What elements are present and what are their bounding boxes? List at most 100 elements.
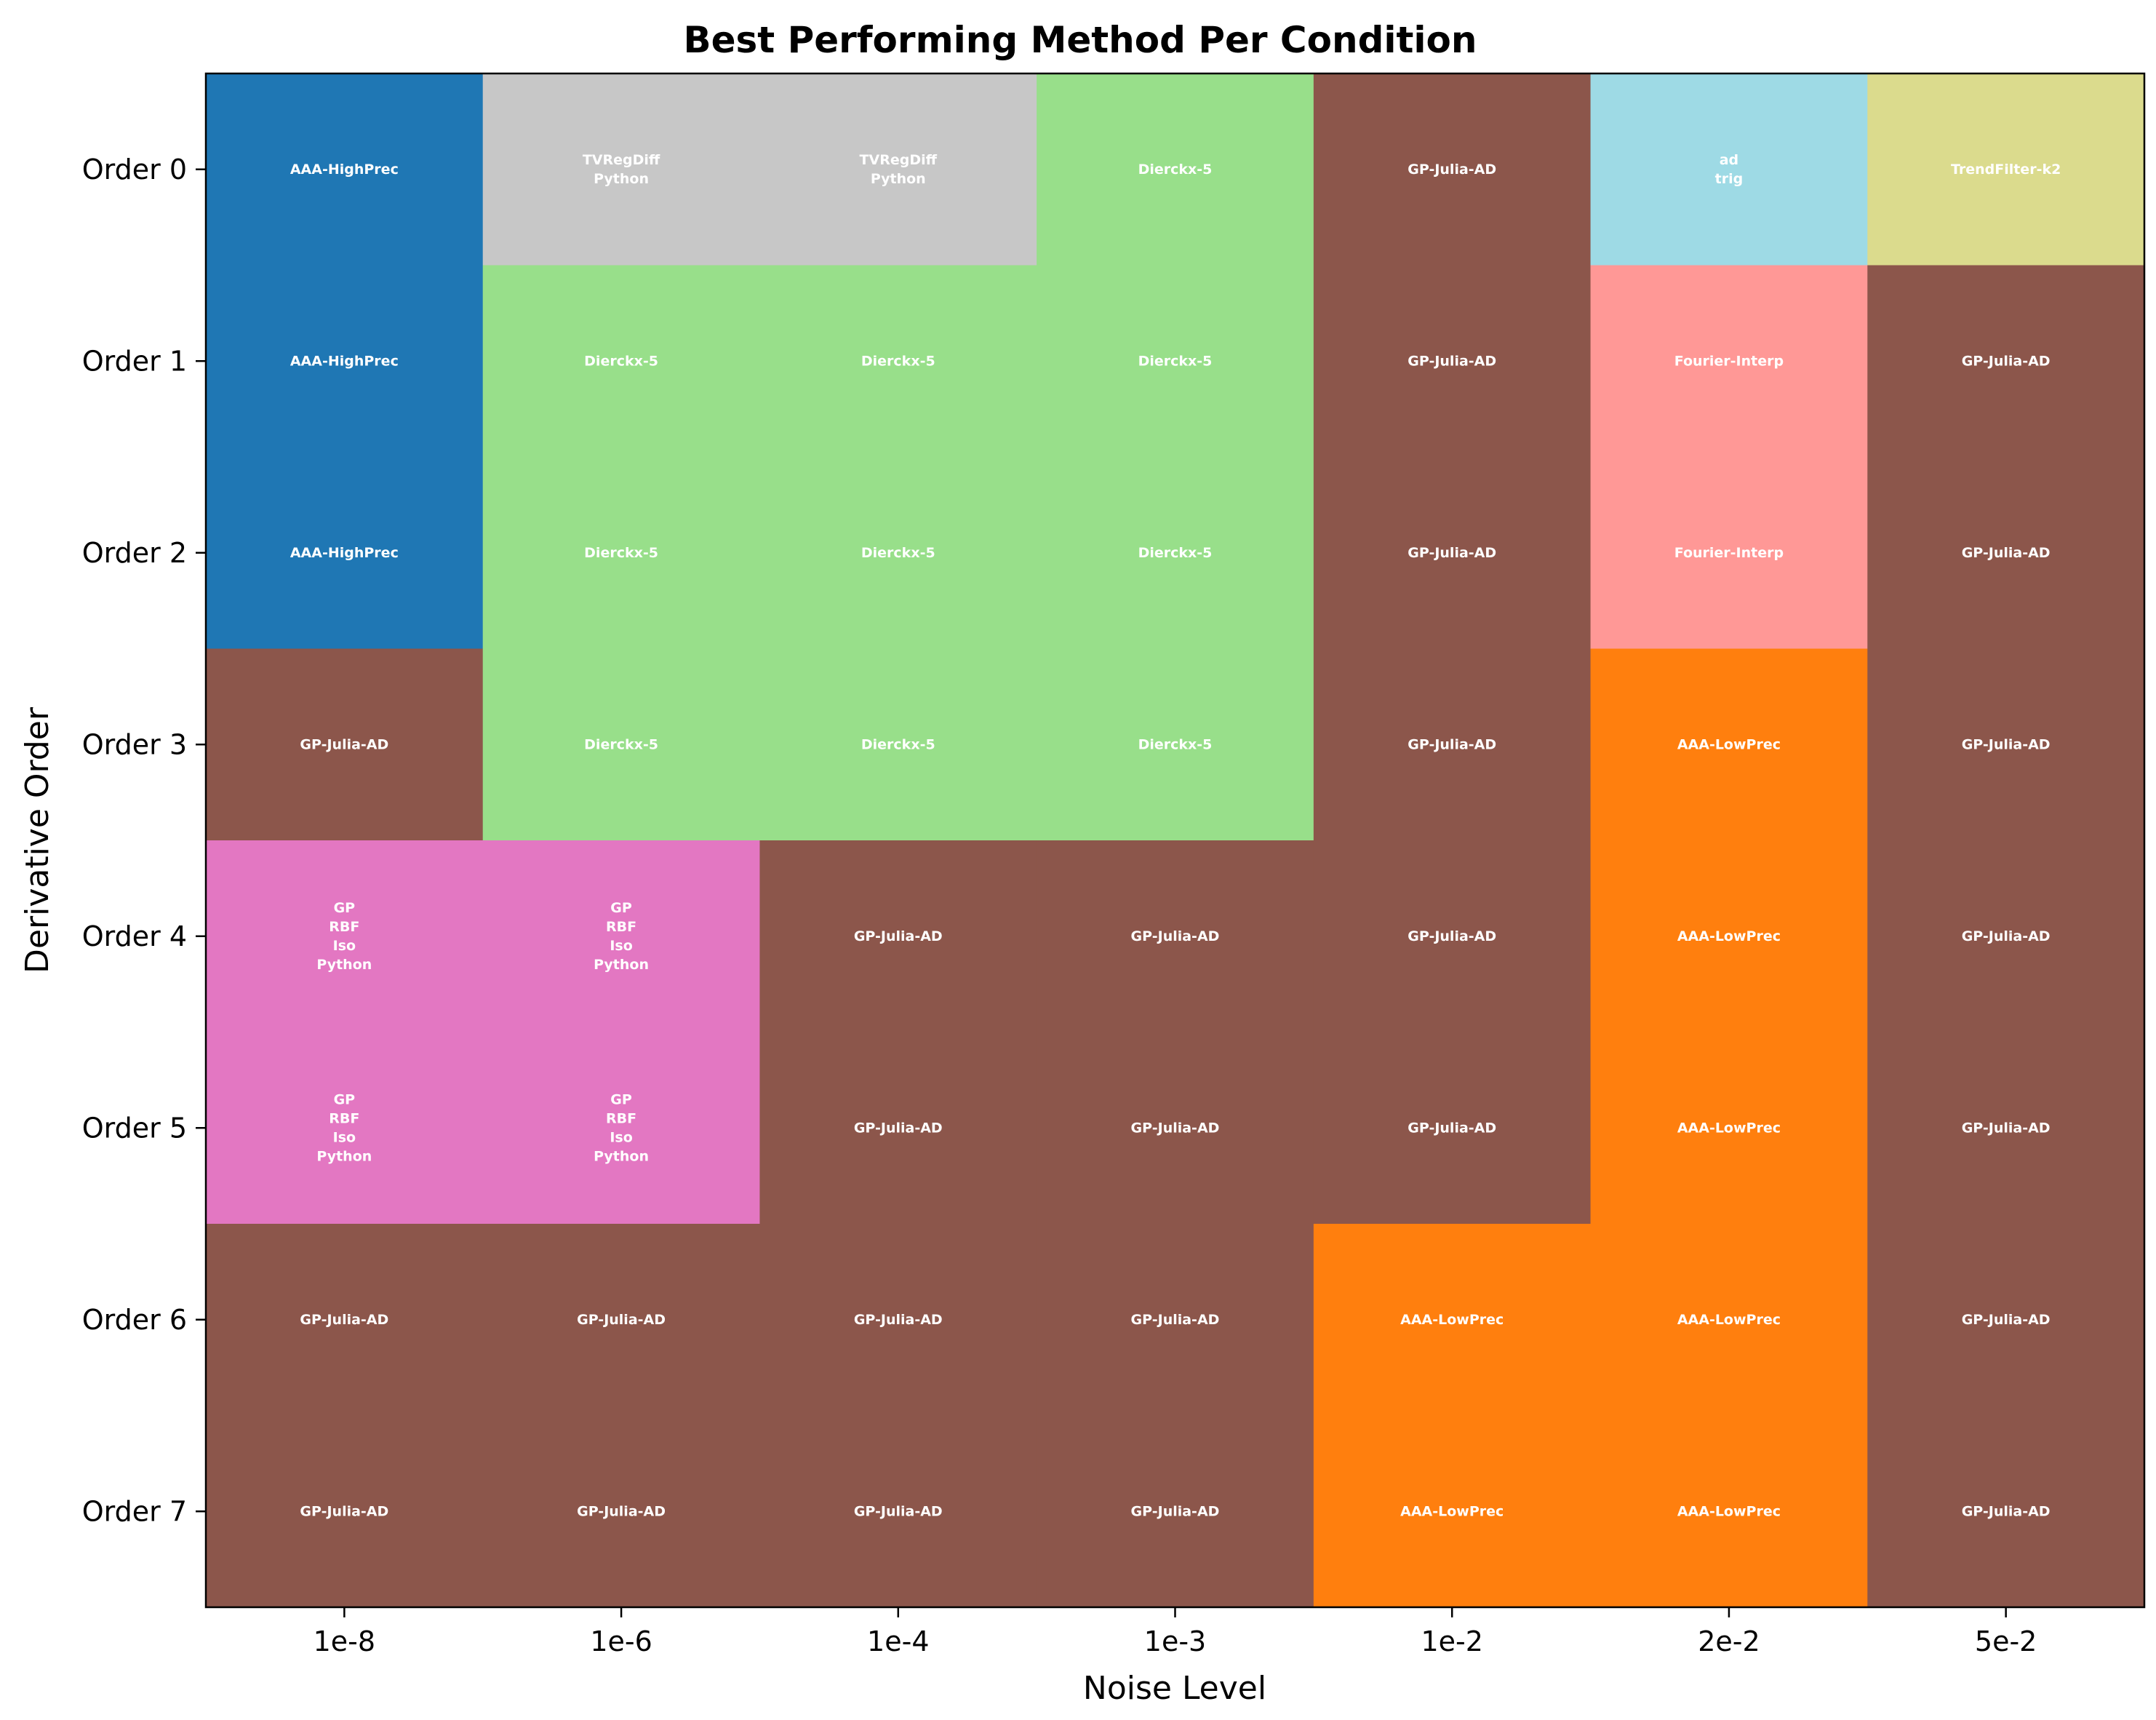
- cell-label: GP RBF Iso Python: [594, 1091, 649, 1164]
- cell-label-line: GP: [610, 1091, 632, 1107]
- cell-label-line: GP-Julia-AD: [1962, 1503, 2051, 1519]
- cell-label: AAA-LowPrec: [1400, 1503, 1504, 1519]
- cell-label: Dierckx-5: [584, 736, 658, 752]
- cell-label: GP RBF Iso Python: [316, 900, 372, 973]
- y-tick-label: Order 4: [82, 920, 187, 952]
- cell-label-line: GP-Julia-AD: [1962, 353, 2051, 369]
- cell-label-line: RBF: [606, 919, 636, 935]
- heatmap-cell: [1590, 73, 1868, 266]
- cell-label: GP-Julia-AD: [577, 1312, 666, 1328]
- cell-label: Dierckx-5: [1138, 736, 1213, 752]
- cell-label-line: ad: [1720, 152, 1738, 168]
- heatmap-cell: [482, 457, 761, 650]
- cell-label-line: AAA-LowPrec: [1677, 1312, 1781, 1328]
- y-tick-label: Order 0: [82, 154, 187, 186]
- heatmap-cell: [759, 265, 1037, 458]
- heatmap-cell: [1867, 1415, 2145, 1608]
- cell-label-line: GP-Julia-AD: [854, 1503, 943, 1519]
- cell-label-line: AAA-LowPrec: [1400, 1312, 1504, 1328]
- cell-label-line: Dierckx-5: [584, 353, 658, 369]
- heatmap-cell: [206, 265, 484, 458]
- cell-label: GP-Julia-AD: [1408, 353, 1496, 369]
- cell-label: GP RBF Iso Python: [316, 1091, 372, 1164]
- heatmap-cell: [206, 840, 484, 1033]
- heatmap-cell: [1313, 457, 1592, 650]
- x-tick-label: 5e-2: [1975, 1625, 2037, 1657]
- cell-label: Dierckx-5: [1138, 162, 1213, 178]
- heatmap-cell: [206, 648, 484, 841]
- heatmap-cell: [1867, 648, 2145, 841]
- heatmap-cell: [1590, 1415, 1868, 1608]
- cell-label-line: GP-Julia-AD: [1131, 1120, 1220, 1136]
- cell-label-line: Dierckx-5: [1138, 545, 1213, 561]
- cell-label-line: RBF: [329, 919, 359, 935]
- heatmap-cells: [206, 73, 2145, 1608]
- cell-label: Dierckx-5: [584, 545, 658, 561]
- cell-label-line: AAA-LowPrec: [1677, 928, 1781, 944]
- cell-label: GP-Julia-AD: [1962, 1312, 2051, 1328]
- cell-label-line: Dierckx-5: [861, 353, 935, 369]
- cell-label-line: AAA-HighPrec: [290, 545, 399, 561]
- cell-label: GP-Julia-AD: [300, 1503, 388, 1519]
- heatmap-cell: [759, 1224, 1037, 1417]
- heatmap-cell: [1313, 840, 1592, 1033]
- cell-label: GP-Julia-AD: [854, 1120, 943, 1136]
- heatmap-cell: [1867, 73, 2145, 266]
- cell-label: AAA-LowPrec: [1400, 1312, 1504, 1328]
- cell-label: GP-Julia-AD: [1408, 928, 1496, 944]
- heatmap-cell: [759, 1415, 1037, 1608]
- heatmap-cell: [1590, 1032, 1868, 1225]
- cell-label-line: GP-Julia-AD: [1408, 928, 1496, 944]
- y-tick-label: Order 2: [82, 537, 187, 569]
- cell-label: GP-Julia-AD: [1131, 928, 1220, 944]
- heatmap-cell: [206, 1032, 484, 1225]
- cell-label-line: GP-Julia-AD: [577, 1503, 666, 1519]
- y-tick-label: Order 1: [82, 345, 187, 377]
- heatmap-cell: [1867, 1032, 2145, 1225]
- heatmap-cell: [1037, 648, 1314, 841]
- cell-label-line: GP-Julia-AD: [1408, 736, 1496, 752]
- heatmap-cell: [1867, 265, 2145, 458]
- cell-label-line: GP-Julia-AD: [1131, 1312, 1220, 1328]
- heatmap-cell: [206, 457, 484, 650]
- cell-label: AAA-HighPrec: [290, 353, 399, 369]
- heatmap-cell: [1313, 648, 1592, 841]
- cell-label: GP-Julia-AD: [1962, 1120, 2051, 1136]
- cell-label: GP-Julia-AD: [1408, 162, 1496, 178]
- heatmap-cell: [482, 265, 761, 458]
- heatmap-cell: [482, 840, 761, 1033]
- heatmap-cell: [1313, 265, 1592, 458]
- cell-label: TVRegDiff Python: [583, 152, 660, 187]
- cell-label-line: GP-Julia-AD: [1408, 545, 1496, 561]
- cell-label: GP-Julia-AD: [1962, 736, 2051, 752]
- cell-label: ad trig: [1715, 152, 1744, 187]
- cell-label: AAA-HighPrec: [290, 162, 399, 178]
- heatmap-cell: [1867, 457, 2145, 650]
- heatmap-cell: [1590, 265, 1868, 458]
- cell-label-line: TVRegDiff: [583, 152, 660, 168]
- cell-label-line: RBF: [329, 1110, 359, 1126]
- cell-label: GP-Julia-AD: [1962, 928, 2051, 944]
- heatmap-cell: [759, 1032, 1037, 1225]
- cell-label: GP-Julia-AD: [854, 1312, 943, 1328]
- chart-title: Best Performing Method Per Condition: [684, 19, 1477, 61]
- y-tick-label: Order 6: [82, 1304, 187, 1336]
- x-tick-label: 1e-6: [590, 1625, 652, 1657]
- cell-label-line: GP-Julia-AD: [1131, 1503, 1220, 1519]
- cell-label-line: RBF: [606, 1110, 636, 1126]
- cell-label-line: GP-Julia-AD: [300, 1503, 388, 1519]
- heatmap-cell: [482, 648, 761, 841]
- heatmap-cell: [482, 1415, 761, 1608]
- cell-label-line: GP: [610, 900, 632, 916]
- cell-label-line: Python: [871, 171, 926, 187]
- cell-label-line: GP-Julia-AD: [300, 1312, 388, 1328]
- cell-label-line: trig: [1715, 171, 1744, 187]
- x-axis-label: Noise Level: [1083, 1670, 1266, 1707]
- cell-label: Dierckx-5: [861, 353, 935, 369]
- cell-label: Dierckx-5: [861, 736, 935, 752]
- cell-label: AAA-LowPrec: [1677, 928, 1781, 944]
- cell-label: GP-Julia-AD: [577, 1503, 666, 1519]
- cell-label-line: Fourier-Interp: [1674, 545, 1784, 561]
- cell-label: AAA-HighPrec: [290, 545, 399, 561]
